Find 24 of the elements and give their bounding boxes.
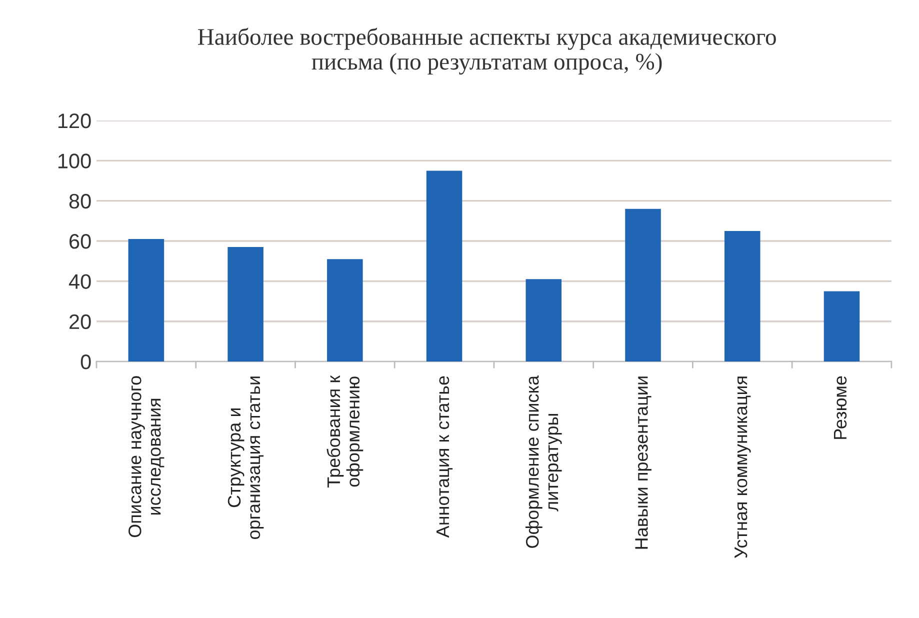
x-tick-label: Оформление списка литературы <box>526 375 562 548</box>
bar <box>526 279 562 362</box>
bar <box>228 247 264 362</box>
y-tick-label: 40 <box>68 274 91 289</box>
x-tick-label: Требования к оформлению <box>326 375 364 488</box>
y-tick-label: 120 <box>58 114 91 128</box>
y-tick-label: 100 <box>58 154 91 168</box>
x-tick-label: Структура и организация статьи <box>228 376 264 540</box>
chart-title: Наиболее востребованные аспекты курса академического письма (по результатам опроса, %) <box>198 28 776 75</box>
x-tick-label: Описание научного исследования <box>128 376 164 538</box>
x-tick-label: Резюме <box>834 376 847 439</box>
y-tick-label: 80 <box>69 194 91 209</box>
x-tick-label: Навыки презентации <box>635 376 652 549</box>
bar <box>724 230 760 362</box>
x-tick-label: Аннотация к статье <box>436 376 453 538</box>
y-tick-label: 20 <box>70 314 91 330</box>
y-tick-label: 0 <box>80 354 91 370</box>
x-tick-label: Устная коммуникация <box>734 376 751 558</box>
y-tick-label: 60 <box>70 234 91 249</box>
bar <box>327 259 363 362</box>
bar <box>824 291 860 362</box>
bar <box>426 170 462 362</box>
bar <box>625 208 661 362</box>
bar <box>128 239 164 362</box>
